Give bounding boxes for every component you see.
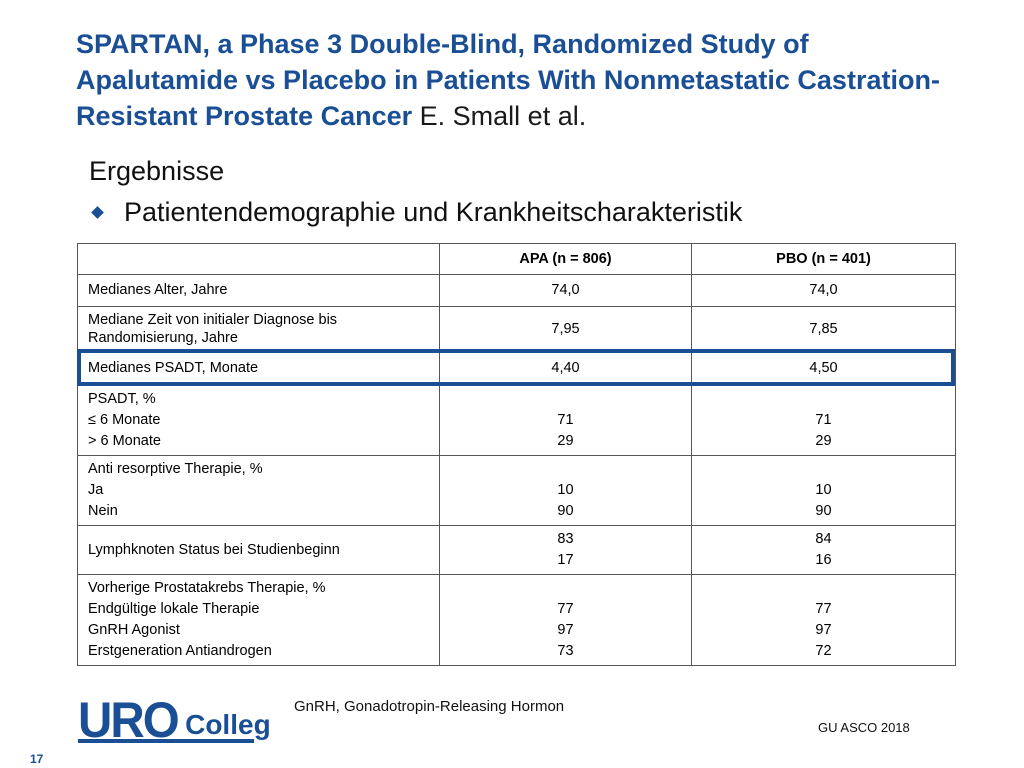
table-row: Vorherige Prostatakrebs Therapie, % Endg… (77, 574, 956, 666)
title-author: E. Small et al. (419, 101, 587, 131)
apa-value-line: 90 (557, 503, 574, 519)
bullet-text: Patientendemographie und Krankheitschara… (124, 197, 743, 227)
apa-value: 71 29 (439, 385, 692, 456)
pbo-value-line: 10 (815, 482, 832, 498)
source-label: GU ASCO 2018 (818, 720, 910, 735)
pbo-value: 7,85 (691, 306, 956, 352)
row-label: Lymphknoten Status bei Studienbeginn (77, 525, 440, 575)
apa-value: 10 90 (439, 455, 692, 526)
slide-title: SPARTAN, a Phase 3 Double-Blind, Randomi… (76, 26, 976, 134)
row-label-line: Endgültige lokale Therapie (88, 601, 260, 617)
pbo-value: 71 29 (691, 385, 956, 456)
page-number: 17 (30, 752, 44, 766)
apa-value-line: 97 (557, 622, 574, 638)
apa-value: 83 17 (439, 525, 692, 575)
row-label-line: PSADT, % (88, 391, 156, 407)
row-label: Vorherige Prostatakrebs Therapie, % Endg… (77, 574, 440, 666)
pbo-value-line: 90 (815, 503, 832, 519)
row-label-line: Anti resorptive Therapie, % (88, 461, 263, 477)
pbo-value-line: 16 (815, 552, 832, 568)
apa-value-line: 17 (557, 552, 574, 568)
pbo-value: 84 16 (691, 525, 956, 575)
title-main: SPARTAN, a Phase 3 Double-Blind, Randomi… (76, 29, 940, 131)
table-row: Medianes Alter, Jahre 74,0 74,0 (77, 274, 956, 307)
header-apa: APA (n = 806) (439, 243, 692, 275)
diamond-bullet-icon (91, 206, 104, 219)
pbo-value: 4,50 (691, 351, 956, 386)
table-row: Mediane Zeit von initialer Diagnose bis … (77, 306, 956, 352)
logo-colleg: Colleg (185, 709, 271, 740)
apa-value-line: 83 (557, 531, 574, 547)
table-row-highlighted: Medianes PSADT, Monate 4,40 4,50 (77, 351, 956, 386)
row-label-line: Erstgeneration Antiandrogen (88, 643, 272, 659)
pbo-value-line: 97 (815, 622, 832, 638)
row-label: Mediane Zeit von initialer Diagnose bis … (77, 306, 440, 352)
table-row: Lymphknoten Status bei Studienbeginn 83 … (77, 525, 956, 575)
apa-value: 7,95 (439, 306, 692, 352)
pbo-value-line: 29 (815, 433, 832, 449)
table-header-row: APA (n = 806) PBO (n = 401) (77, 243, 956, 275)
row-label-line: GnRH Agonist (88, 622, 180, 638)
apa-value-line: 10 (557, 482, 574, 498)
pbo-value-line: 84 (815, 531, 832, 547)
row-label: Anti resorptive Therapie, % Ja Nein (77, 455, 440, 526)
footnote: GnRH, Gonadotropin-Releasing Hormon (294, 698, 565, 715)
header-pbo: PBO (n = 401) (691, 243, 956, 275)
row-label: Medianes PSADT, Monate (77, 351, 440, 386)
apa-value-line: 77 (557, 601, 574, 617)
apa-value: 77 97 73 (439, 574, 692, 666)
pbo-value-line: 71 (815, 412, 832, 428)
pbo-value: 10 90 (691, 455, 956, 526)
urocolleg-logo: URO Colleg (78, 690, 271, 748)
row-label-line: ≤ 6 Monate (88, 412, 161, 428)
apa-value: 4,40 (439, 351, 692, 386)
section-heading: Ergebnisse (89, 156, 225, 186)
table-row: PSADT, % ≤ 6 Monate > 6 Monate 71 29 71 … (77, 385, 956, 456)
pbo-value: 74,0 (691, 274, 956, 307)
row-label-line: > 6 Monate (88, 433, 161, 449)
pbo-value: 77 97 72 (691, 574, 956, 666)
demographics-table: APA (n = 806) PBO (n = 401) Medianes Alt… (77, 243, 956, 666)
row-label: PSADT, % ≤ 6 Monate > 6 Monate (77, 385, 440, 456)
row-label: Medianes Alter, Jahre (77, 274, 440, 307)
header-empty (77, 243, 440, 275)
row-label-line: Ja (88, 482, 104, 498)
logo-uro: URO (78, 692, 180, 748)
pbo-value-line: 77 (815, 601, 832, 617)
apa-value-line: 73 (557, 643, 574, 659)
pbo-value-line: 72 (815, 643, 832, 659)
row-label-line: Vorherige Prostatakrebs Therapie, % (88, 580, 326, 596)
logo-underline (78, 739, 254, 743)
row-label-line: Nein (88, 503, 118, 519)
apa-value-line: 29 (557, 433, 574, 449)
apa-value: 74,0 (439, 274, 692, 307)
bullet-item: Patientendemographie und Krankheitschara… (89, 197, 742, 228)
apa-value-line: 71 (557, 412, 574, 428)
table-row: Anti resorptive Therapie, % Ja Nein 10 9… (77, 455, 956, 526)
